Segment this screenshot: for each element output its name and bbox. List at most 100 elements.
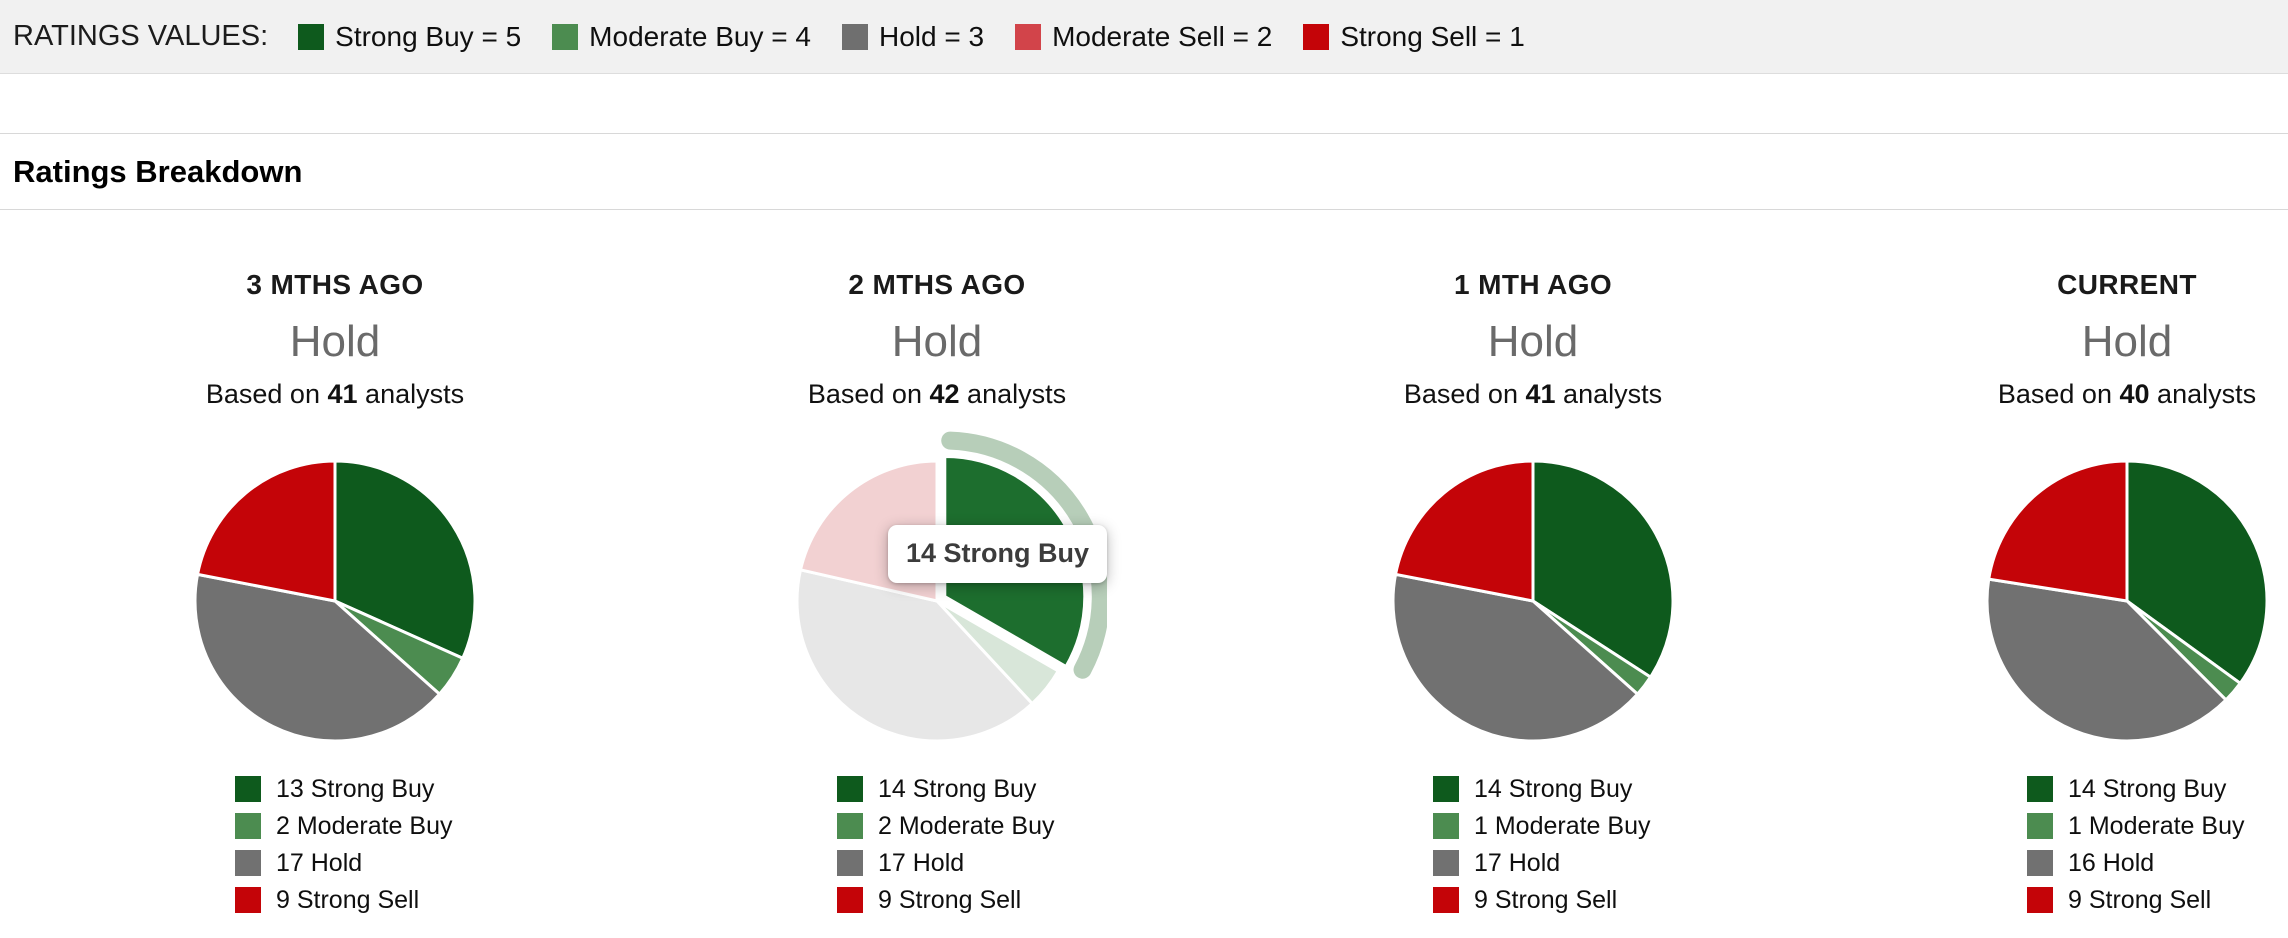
ratings-values-title: RATINGS VALUES: <box>13 20 269 52</box>
analysts-text: analysts <box>967 379 1067 410</box>
legend-item-label: 2 Moderate Buy <box>276 811 453 840</box>
analysts-count: 42 <box>929 379 960 410</box>
pie-slice-strong-buy[interactable] <box>2125 459 2269 685</box>
legend-item-label: 9 Strong Sell <box>276 885 420 914</box>
rating-value-label: Strong Buy = 5 <box>335 20 522 52</box>
legend-item: 16 Hold <box>2027 845 2288 882</box>
rating-value-label: Hold = 3 <box>878 20 985 52</box>
analysts-text: analysts <box>2157 379 2257 410</box>
legend-item: 2 Moderate Buy <box>235 808 545 845</box>
rating-value-legend-item: Moderate Buy = 4 <box>552 21 811 53</box>
analysts-count-line: Based on 41 analysts <box>125 379 545 410</box>
analysts-count: 41 <box>327 379 358 410</box>
legend-color-swatch <box>837 813 863 839</box>
pie-legend: 13 Strong Buy 2 Moderate Buy 17 Hold 9 S… <box>235 771 545 919</box>
period-title: 3 MTHS AGO <box>246 269 424 300</box>
legend-color-swatch <box>837 776 863 802</box>
analysts-text: analysts <box>1563 379 1663 410</box>
legend-item: 17 Hold <box>235 845 545 882</box>
spacer <box>0 74 2288 133</box>
legend-item: 9 Strong Sell <box>235 882 545 919</box>
analysts-count-line: Based on 42 analysts <box>727 379 1147 410</box>
pie-chart <box>1957 431 2288 771</box>
legend-color-swatch <box>235 887 261 913</box>
legend-item-label: 9 Strong Sell <box>1474 885 1618 914</box>
pie-svg <box>1985 459 2269 742</box>
legend-item: 14 Strong Buy <box>2027 771 2288 808</box>
legend-color-swatch <box>235 813 261 839</box>
analysts-count-line: Based on 40 analysts <box>1917 379 2288 410</box>
legend-item-label: 1 Moderate Buy <box>1474 811 1651 840</box>
ratings-breakdown-columns: 3 MTHS AGO Hold Based on 41 analysts 13 … <box>0 210 2288 936</box>
legend-item-label: 17 Hold <box>1474 848 1561 877</box>
consensus-rating: Hold <box>891 317 983 367</box>
pie-slice-strong-sell[interactable] <box>1394 459 1535 602</box>
legend-item: 17 Hold <box>1433 845 1743 882</box>
rating-color-swatch <box>552 23 579 50</box>
pie-legend: 14 Strong Buy 2 Moderate Buy 17 Hold 9 S… <box>837 771 1147 919</box>
active-slice-halo <box>941 431 1107 679</box>
legend-item-label: 17 Hold <box>276 848 363 877</box>
analysts-count: 41 <box>1525 379 1556 410</box>
rating-value-legend-item: Strong Buy = 5 <box>298 21 521 53</box>
pie-legend: 14 Strong Buy 1 Moderate Buy 17 Hold 9 S… <box>1433 771 1743 919</box>
legend-color-swatch <box>2027 850 2053 876</box>
pie-chart <box>1363 431 1703 771</box>
analysts-count: 40 <box>2119 379 2150 410</box>
analysts-count-line: Based on 41 analysts <box>1323 379 1743 410</box>
legend-item: 1 Moderate Buy <box>2027 808 2288 845</box>
ratings-values-items: Strong Buy = 5 Moderate Buy = 4 Hold = 3… <box>298 21 1556 53</box>
legend-item: 9 Strong Sell <box>1433 882 1743 919</box>
pie-slice-hold[interactable] <box>193 572 442 743</box>
legend-item-label: 9 Strong Sell <box>2068 885 2212 914</box>
rating-period-column: 1 MTH AGO Hold Based on 41 analysts 14 S… <box>1323 210 1743 919</box>
rating-color-swatch <box>1015 23 1042 50</box>
rating-color-swatch <box>1303 23 1330 50</box>
pie-slice-strong-sell[interactable] <box>196 459 337 602</box>
legend-color-swatch <box>1433 850 1459 876</box>
rating-value-label: Moderate Sell = 2 <box>1052 20 1273 52</box>
rating-value-legend-item: Strong Sell = 1 <box>1303 20 1525 53</box>
pie-svg <box>193 459 477 743</box>
legend-item-label: 14 Strong Buy <box>2068 774 2227 803</box>
rating-value-label: Strong Sell = 1 <box>1340 20 1525 52</box>
legend-item: 14 Strong Buy <box>1433 771 1743 808</box>
rating-period-column: 2 MTHS AGO Hold Based on 42 analysts 14 … <box>727 210 1147 919</box>
based-on-text: Based on <box>807 379 922 410</box>
based-on-text: Based on <box>1997 379 2112 410</box>
ratings-values-bar: RATINGS VALUES: Strong Buy = 5 Moderate … <box>0 0 2288 74</box>
legend-color-swatch <box>837 850 863 876</box>
legend-item: 1 Moderate Buy <box>1433 808 1743 845</box>
legend-color-swatch <box>1433 813 1459 839</box>
legend-item: 9 Strong Sell <box>2027 882 2288 919</box>
pie-slice-strong-buy[interactable] <box>333 459 477 660</box>
legend-item-label: 14 Strong Buy <box>1474 774 1633 803</box>
consensus-rating: Hold <box>2081 317 2173 367</box>
pie-svg <box>795 431 1107 742</box>
analysts-text: analysts <box>365 379 465 410</box>
pie-slice-hold[interactable] <box>795 567 1034 742</box>
pie-legend: 14 Strong Buy 1 Moderate Buy 16 Hold 9 S… <box>2027 771 2288 919</box>
pie-slice-hold[interactable] <box>1391 572 1640 743</box>
period-title: 1 MTH AGO <box>1453 269 1613 300</box>
pie-tooltip: 14 Strong Buy <box>888 524 1108 583</box>
pie-chart <box>165 431 505 771</box>
period-title: CURRENT <box>2057 269 2197 300</box>
pie-chart: 14 Strong Buy <box>767 431 1108 771</box>
pie-slice-hold[interactable] <box>1985 577 2228 742</box>
rating-color-swatch <box>298 23 325 50</box>
legend-item: 2 Moderate Buy <box>837 808 1147 845</box>
based-on-text: Based on <box>205 379 320 410</box>
pie-svg <box>1391 459 1675 743</box>
rating-period-column: 3 MTHS AGO Hold Based on 41 analysts 13 … <box>125 210 545 919</box>
legend-item: 9 Strong Sell <box>837 882 1147 919</box>
rating-value-legend-item: Hold = 3 <box>841 20 985 53</box>
legend-color-swatch <box>1433 887 1459 913</box>
legend-item: 14 Strong Buy <box>837 771 1147 808</box>
legend-item-label: 2 Moderate Buy <box>878 811 1055 840</box>
legend-item-label: 9 Strong Sell <box>878 885 1022 914</box>
legend-item-label: 1 Moderate Buy <box>2068 811 2245 840</box>
legend-item: 17 Hold <box>837 845 1147 882</box>
pie-slice-strong-sell[interactable] <box>1987 459 2129 602</box>
legend-color-swatch <box>2027 887 2053 913</box>
